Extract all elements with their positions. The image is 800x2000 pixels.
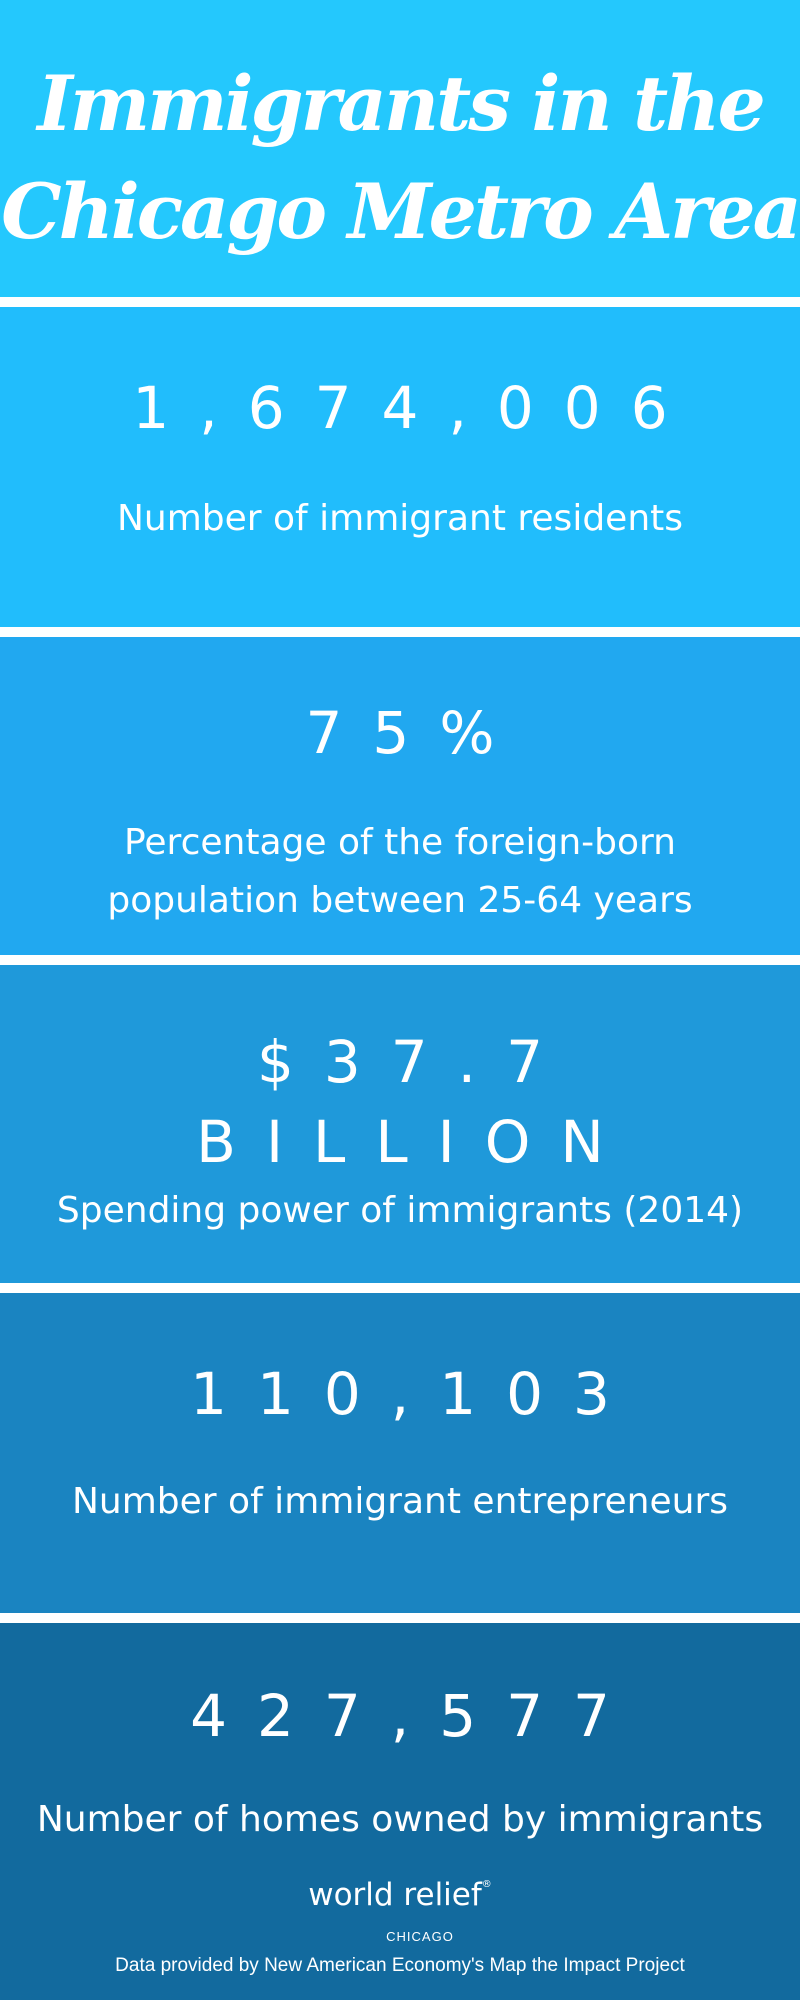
registered-mark: ®	[481, 1879, 492, 1890]
stat-label: Number of immigrant residents	[116, 498, 684, 539]
data-source-credit: Data provided by New American Economy's …	[115, 1955, 685, 1976]
stat-panel-working-age-percentage: 75% Percentage of the foreign-born popul…	[0, 637, 800, 955]
logo-subtext: CHICAGO	[386, 1929, 454, 1944]
stat-value: 427,577	[190, 1682, 640, 1750]
stat-label: Number of immigrant entrepreneurs	[71, 1481, 728, 1522]
stat-label: Spending power of immigrants (2014)	[56, 1190, 744, 1231]
stat-value: 1,674,006	[132, 374, 698, 442]
stat-panel-spending-power: $37.7 BILLION Spending power of immigran…	[0, 965, 800, 1283]
stat-panel-immigrant-residents: 1,674,006 Number of immigrant residents	[0, 307, 800, 627]
stat-panel-entrepreneurs: 110,103 Number of immigrant entrepreneur…	[0, 1293, 800, 1613]
stat-label: Percentage of the foreign-born populatio…	[0, 814, 800, 930]
stat-panel-homes-owned: 427,577 Number of homes owned by immigra…	[0, 1623, 800, 2000]
stat-value-unit: BILLION	[196, 1108, 634, 1176]
stat-value: 110,103	[190, 1360, 640, 1428]
stat-value: 75%	[305, 699, 525, 767]
title-banner: Immigrants in the Chicago Metro Area	[0, 0, 800, 297]
title-line-1: Immigrants in the	[37, 59, 766, 148]
stat-label-line-1: Percentage of the foreign-born	[123, 822, 676, 863]
title-line-2: Chicago Metro Area	[1, 167, 800, 256]
stat-label: Number of homes owned by immigrants	[36, 1799, 764, 1840]
world-relief-logo: world relief®	[0, 1880, 800, 1911]
stat-value: $37.7	[256, 1028, 574, 1096]
stat-label-line-2: population between 25-64 years	[107, 880, 693, 921]
logo-wordmark: world relief	[308, 1877, 482, 1913]
